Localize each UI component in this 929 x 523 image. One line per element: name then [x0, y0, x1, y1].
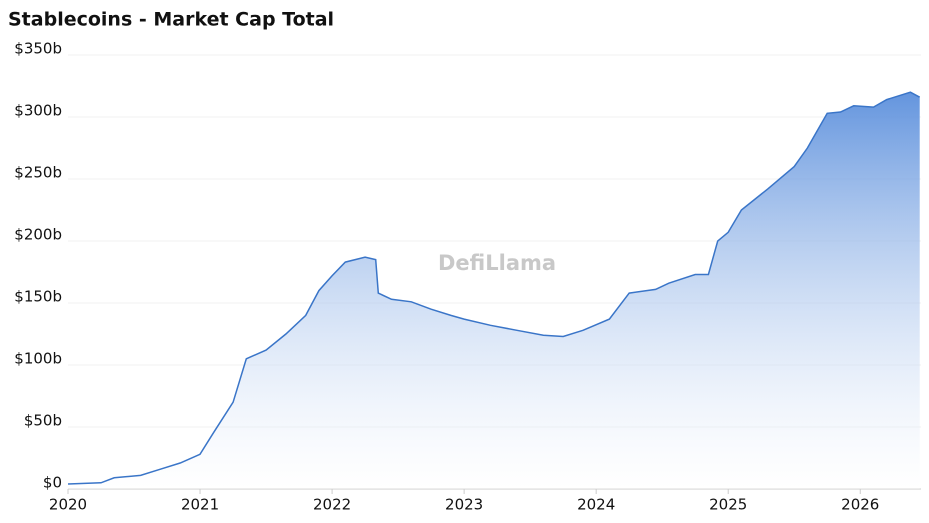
- area-fill: [68, 92, 920, 489]
- y-tick-label: $100b: [14, 350, 62, 368]
- area-line: [67, 91, 921, 485]
- y-tick-label: $150b: [14, 288, 62, 306]
- x-tick-label: 2025: [709, 496, 747, 514]
- y-tick-label: $350b: [14, 40, 62, 58]
- y-tick-label: $200b: [14, 226, 62, 244]
- y-tick-label: $300b: [14, 102, 62, 120]
- chart-title: Stablecoins - Market Cap Total: [8, 9, 334, 31]
- x-tick-label: 2024: [577, 496, 615, 514]
- x-tick-label: 2026: [841, 496, 879, 514]
- watermark: DefiLlama: [438, 251, 556, 275]
- y-tick-label: $0: [43, 474, 62, 492]
- x-tick-label: 2022: [313, 496, 351, 514]
- x-tick-label: 2020: [49, 496, 87, 514]
- x-tick-label: 2021: [181, 496, 219, 514]
- x-tick-label: 2023: [445, 496, 483, 514]
- y-tick-label: $250b: [14, 164, 62, 182]
- y-tick-label: $50b: [24, 412, 62, 430]
